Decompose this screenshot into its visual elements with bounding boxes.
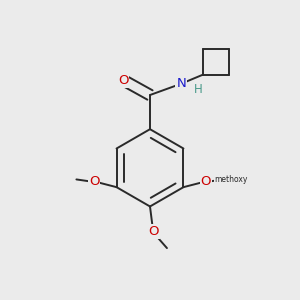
Text: O: O (89, 175, 100, 188)
Text: methoxy: methoxy (214, 175, 248, 184)
Text: H: H (194, 82, 203, 96)
Text: O: O (148, 225, 159, 238)
Text: N: N (176, 77, 186, 90)
Text: O: O (118, 74, 128, 87)
Text: O: O (200, 175, 211, 188)
